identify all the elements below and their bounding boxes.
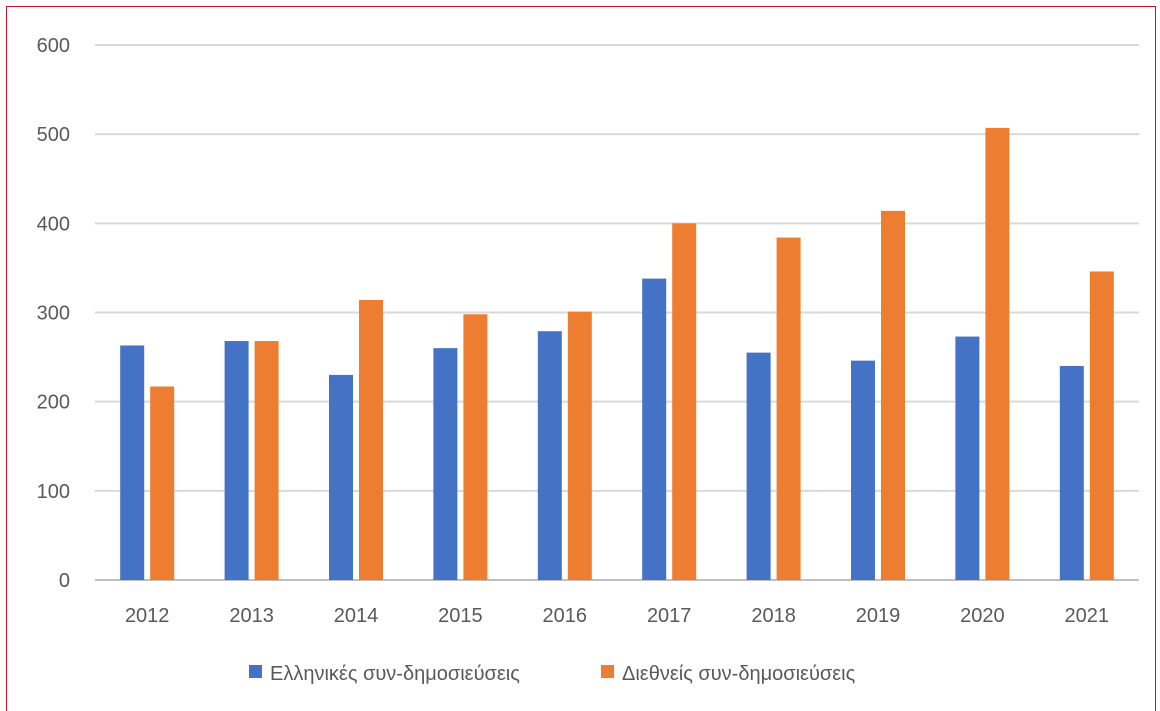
gridlines bbox=[95, 44, 1139, 581]
x-axis-ticks: 2012 2013 2014 2015 2016 2017 2018 2019 2020 2021 bbox=[125, 605, 1109, 627]
bar-international-2013 bbox=[254, 341, 279, 580]
bar-greek-2021 bbox=[1059, 366, 1084, 580]
bar-greek-2014 bbox=[329, 374, 353, 580]
x-tick-label: 2012 bbox=[125, 605, 170, 627]
bar-greek-2019 bbox=[851, 360, 875, 580]
y-tick-label: 200 bbox=[37, 392, 70, 414]
bar-greek-2016 bbox=[537, 331, 562, 580]
x-tick-label: 2017 bbox=[647, 605, 692, 627]
y-tick-label: 300 bbox=[37, 303, 70, 325]
bar-international-2019 bbox=[881, 210, 905, 580]
legend-label-international: Διεθνείς συν-δημοσιεύσεις bbox=[622, 663, 856, 685]
y-tick-label: 500 bbox=[37, 124, 70, 146]
bar-greek-2012 bbox=[120, 345, 145, 580]
x-tick-label: 2020 bbox=[960, 605, 1005, 627]
y-tick-label: 600 bbox=[37, 35, 70, 57]
legend-swatch-international bbox=[601, 665, 614, 678]
x-tick-label: 2015 bbox=[438, 605, 483, 627]
x-tick-label: 2013 bbox=[229, 605, 274, 627]
x-tick-label: 2018 bbox=[751, 605, 796, 627]
bar-greek-2015 bbox=[433, 348, 458, 580]
bar-greek-2013 bbox=[224, 341, 249, 580]
x-tick-label: 2016 bbox=[543, 605, 588, 627]
x-tick-label: 2014 bbox=[334, 605, 379, 627]
x-tick-label: 2019 bbox=[856, 605, 901, 627]
bar-international-2015 bbox=[463, 314, 488, 580]
bar-international-2018 bbox=[776, 237, 801, 580]
bar-greek-2020 bbox=[955, 336, 980, 580]
bar-international-2014 bbox=[359, 300, 383, 580]
bar-international-2017 bbox=[672, 223, 697, 581]
bar-international-2021 bbox=[1089, 271, 1114, 580]
legend-label-greek: Ελληνικές συν-δημοσιεύσεις bbox=[270, 663, 520, 685]
bar-international-2012 bbox=[150, 386, 175, 580]
y-tick-label: 100 bbox=[37, 481, 70, 503]
bar-international-2020 bbox=[985, 127, 1010, 581]
y-tick-label: 400 bbox=[37, 213, 70, 235]
y-axis-ticks: 0 100 200 300 400 500 600 bbox=[37, 35, 70, 592]
legend: Ελληνικές συν-δημοσιεύσεις Διεθνείς συν-… bbox=[249, 663, 856, 685]
y-tick-label: 0 bbox=[59, 570, 70, 592]
bar-international-2016 bbox=[567, 311, 592, 580]
legend-swatch-greek bbox=[249, 665, 262, 678]
bar-greek-2017 bbox=[642, 278, 667, 580]
bar-greek-2018 bbox=[746, 352, 771, 580]
x-tick-label: 2021 bbox=[1065, 605, 1110, 627]
bars bbox=[120, 127, 1114, 581]
